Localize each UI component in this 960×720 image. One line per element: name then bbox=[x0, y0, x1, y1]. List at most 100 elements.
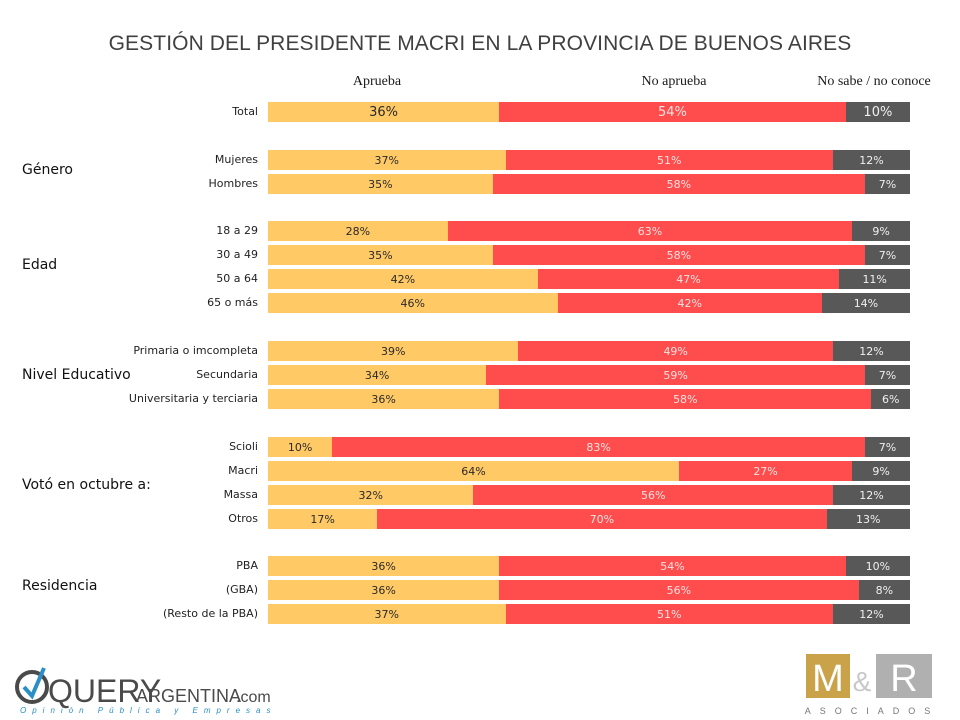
bar-segment-unknown: 7% bbox=[865, 365, 910, 385]
data-label: 35% bbox=[368, 177, 393, 191]
data-label: 42% bbox=[677, 296, 702, 310]
bar-segment-disapprove: 58% bbox=[492, 245, 866, 265]
bar-segment-unknown: 11% bbox=[839, 269, 910, 289]
bar-segment-approve: 36% bbox=[268, 580, 500, 600]
data-label: 6% bbox=[882, 392, 900, 406]
legend-disapprove: No aprueba bbox=[641, 74, 707, 89]
bar-segment-approve: 28% bbox=[268, 221, 448, 241]
bar-segment-approve: 39% bbox=[268, 341, 519, 361]
stacked-bar: 36% 54% 10% bbox=[268, 102, 910, 122]
bar-segment-approve: 36% bbox=[268, 556, 500, 576]
logo-q-ring bbox=[15, 670, 49, 704]
category-label: 18 a 29 bbox=[216, 224, 258, 237]
data-label: 12% bbox=[859, 607, 884, 621]
stacked-bar: 64% 27% 9% bbox=[268, 461, 910, 481]
bar-segment-approve: 46% bbox=[268, 293, 558, 313]
bar-segment-unknown: 8% bbox=[858, 580, 910, 600]
bar-segment-disapprove: 49% bbox=[518, 341, 833, 361]
category-label: Massa bbox=[223, 488, 258, 501]
data-label: 36% bbox=[371, 559, 396, 573]
data-label: 32% bbox=[358, 488, 383, 502]
data-label: 37% bbox=[374, 607, 399, 621]
legend-unknown: No sabe / no conoce bbox=[817, 74, 931, 89]
data-label: 51% bbox=[657, 153, 682, 167]
legend-approve: Aprueba bbox=[352, 74, 402, 89]
bar-segment-disapprove: 47% bbox=[537, 269, 840, 289]
bar-segment-unknown: 14% bbox=[821, 293, 910, 313]
category-label: 65 o más bbox=[207, 296, 258, 309]
data-label: 28% bbox=[345, 224, 371, 238]
stacked-bar: 37% 51% 12% bbox=[268, 604, 910, 624]
logo-m-box bbox=[806, 654, 850, 698]
stacked-bar: 34% 59% 7% bbox=[268, 365, 910, 385]
data-label: 54% bbox=[657, 104, 687, 120]
data-label: 35% bbox=[368, 248, 393, 262]
stacked-bar: 36% 58% 6% bbox=[268, 389, 910, 409]
bar-segment-disapprove: 70% bbox=[377, 509, 827, 529]
data-label: 8% bbox=[875, 583, 894, 597]
bar-segment-disapprove: 54% bbox=[499, 102, 846, 122]
group-label: Género bbox=[22, 162, 73, 178]
bar-segment-approve: 17% bbox=[268, 509, 378, 529]
category-label: Secundaria bbox=[196, 368, 258, 381]
query-argentina-logo: QUERY ARGENTINA .com Opinión Pública y E… bbox=[15, 667, 271, 715]
bar-segment-unknown: 12% bbox=[832, 604, 910, 624]
data-label: 12% bbox=[859, 488, 884, 502]
bar-segment-unknown: 9% bbox=[852, 461, 910, 481]
bar-segment-approve: 36% bbox=[268, 102, 500, 122]
bar-segment-unknown: 10% bbox=[845, 556, 910, 576]
bar-segment-unknown: 7% bbox=[865, 437, 910, 457]
data-label: 7% bbox=[878, 440, 897, 454]
bar-segment-approve: 32% bbox=[268, 485, 474, 505]
bar-segment-unknown: 12% bbox=[832, 485, 910, 505]
category-label: PBA bbox=[236, 559, 258, 572]
bar-segment-approve: 64% bbox=[268, 461, 679, 481]
category-label: Mujeres bbox=[214, 153, 258, 166]
check-icon bbox=[22, 667, 46, 700]
category-label: Scioli bbox=[229, 440, 258, 453]
group-label: Residencia bbox=[22, 578, 98, 594]
data-label: 51% bbox=[657, 607, 682, 621]
bar-segment-approve: 10% bbox=[268, 437, 333, 457]
data-label: 27% bbox=[753, 464, 778, 478]
data-label: 49% bbox=[663, 344, 688, 358]
group-label: Nivel Educativo bbox=[22, 367, 131, 383]
bar-segment-approve: 42% bbox=[268, 269, 538, 289]
bar-segment-disapprove: 58% bbox=[499, 389, 872, 409]
bar-segment-disapprove: 51% bbox=[505, 604, 833, 624]
stacked-bar: 36% 54% 10% bbox=[268, 556, 910, 576]
logo-amp-text: & bbox=[853, 666, 872, 697]
stacked-bar: 39% 49% 12% bbox=[268, 341, 910, 361]
data-label: 17% bbox=[310, 512, 335, 526]
bar-segment-unknown: 12% bbox=[832, 150, 910, 170]
bar-segment-disapprove: 58% bbox=[492, 174, 866, 194]
bar-segment-disapprove: 54% bbox=[499, 556, 846, 576]
data-label: 39% bbox=[380, 344, 406, 358]
data-label: 70% bbox=[589, 512, 615, 526]
category-label: Macri bbox=[228, 464, 258, 477]
logo-com-text: .com bbox=[236, 689, 271, 706]
logo-r-box bbox=[876, 654, 932, 698]
data-label: 56% bbox=[640, 488, 666, 502]
category-label: Primaria o imcompleta bbox=[133, 344, 258, 357]
data-label: 46% bbox=[400, 296, 425, 310]
data-label: 36% bbox=[371, 583, 396, 597]
data-label: 59% bbox=[663, 368, 688, 382]
data-label: 58% bbox=[673, 392, 698, 406]
data-label: 36% bbox=[369, 104, 398, 120]
data-label: 42% bbox=[390, 272, 416, 286]
bar-segment-disapprove: 56% bbox=[499, 580, 859, 600]
bar-segment-approve: 37% bbox=[268, 150, 506, 170]
stacked-bar: 35% 58% 7% bbox=[268, 174, 910, 194]
bar-segment-unknown: 13% bbox=[826, 509, 910, 529]
logo-r-text: R bbox=[890, 658, 917, 700]
bar-segment-disapprove: 51% bbox=[505, 150, 833, 170]
category-label: (GBA) bbox=[225, 583, 258, 596]
bar-segment-disapprove: 27% bbox=[678, 461, 853, 481]
data-label: 9% bbox=[872, 464, 890, 478]
group-label: Edad bbox=[22, 257, 58, 273]
data-label: 12% bbox=[859, 344, 884, 358]
data-label: 58% bbox=[666, 177, 692, 191]
stacked-bar: 35% 58% 7% bbox=[268, 245, 910, 265]
bar-segment-unknown: 6% bbox=[871, 389, 910, 409]
